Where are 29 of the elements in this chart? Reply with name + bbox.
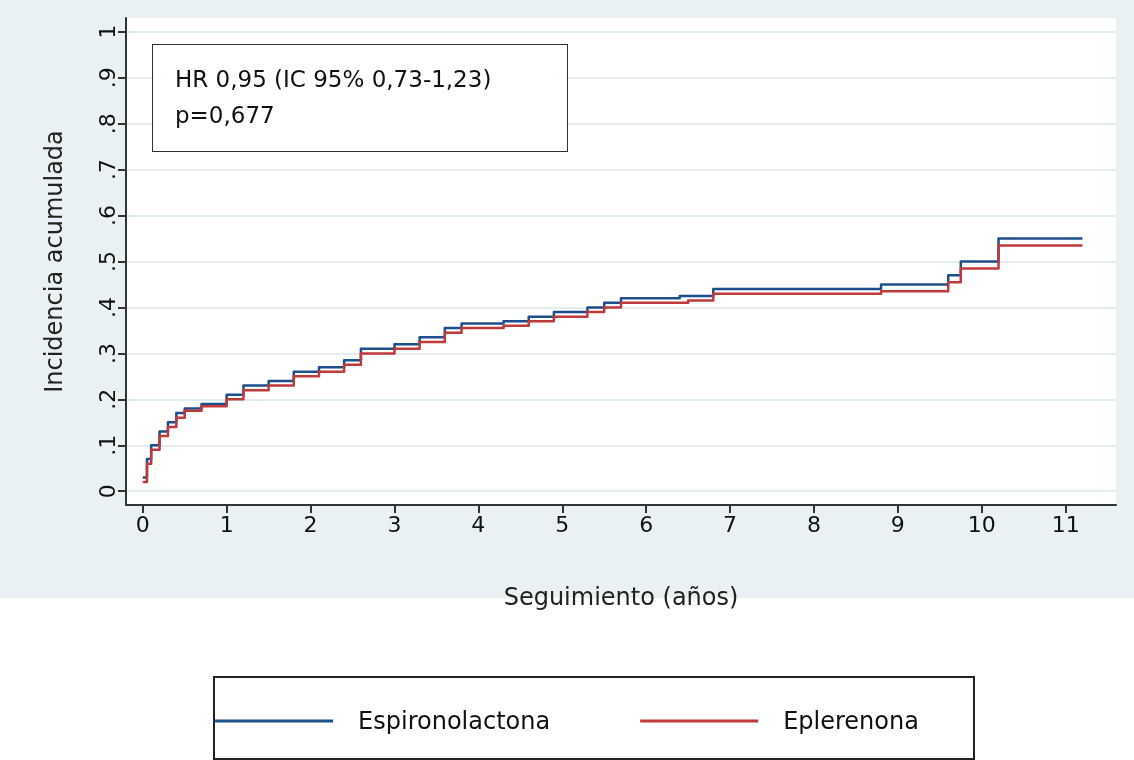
x-tick-label: 1	[219, 511, 234, 537]
y-tick-label: .5	[94, 251, 120, 272]
x-axis-title: Seguimiento (años)	[503, 583, 739, 611]
x-tick-label: 3	[387, 511, 402, 537]
x-tick-label: 8	[806, 511, 821, 537]
y-tick-label: .6	[94, 205, 120, 227]
note-box: HR 0,95 (IC 95% 0,73-1,23) p=0,677	[152, 44, 568, 152]
y-axis-title: Incidencia acumulada	[40, 130, 68, 393]
x-tick-label: 9	[890, 511, 905, 537]
annotation: HR 0,95 (IC 95% 0,73-1,23) p=0,677	[175, 65, 492, 130]
y-tick-label: .7	[94, 159, 120, 181]
legend-label: Eplerenona	[783, 707, 919, 735]
x-tick-label: 10	[967, 511, 996, 537]
y-tick-label: .8	[94, 113, 120, 135]
y-tick-label: 1	[94, 24, 120, 39]
x-tick-label: 7	[723, 511, 738, 537]
x-tick-label: 6	[639, 511, 654, 537]
y-tick-label: .3	[94, 342, 120, 364]
x-tick-label: 2	[303, 511, 318, 537]
x-tick-label: 4	[471, 511, 486, 537]
x-tick-label: 5	[555, 511, 570, 537]
y-tick-label: .9	[94, 67, 120, 89]
x-tick-label: 11	[1051, 511, 1080, 537]
y-tick-label: .1	[94, 434, 120, 456]
x-tick-label: 0	[135, 511, 150, 537]
y-tick-label: .2	[94, 388, 120, 410]
legend-label: Espironolactona	[358, 707, 551, 735]
y-tick-label: 0	[94, 484, 120, 499]
y-tick-label: .4	[94, 296, 120, 318]
